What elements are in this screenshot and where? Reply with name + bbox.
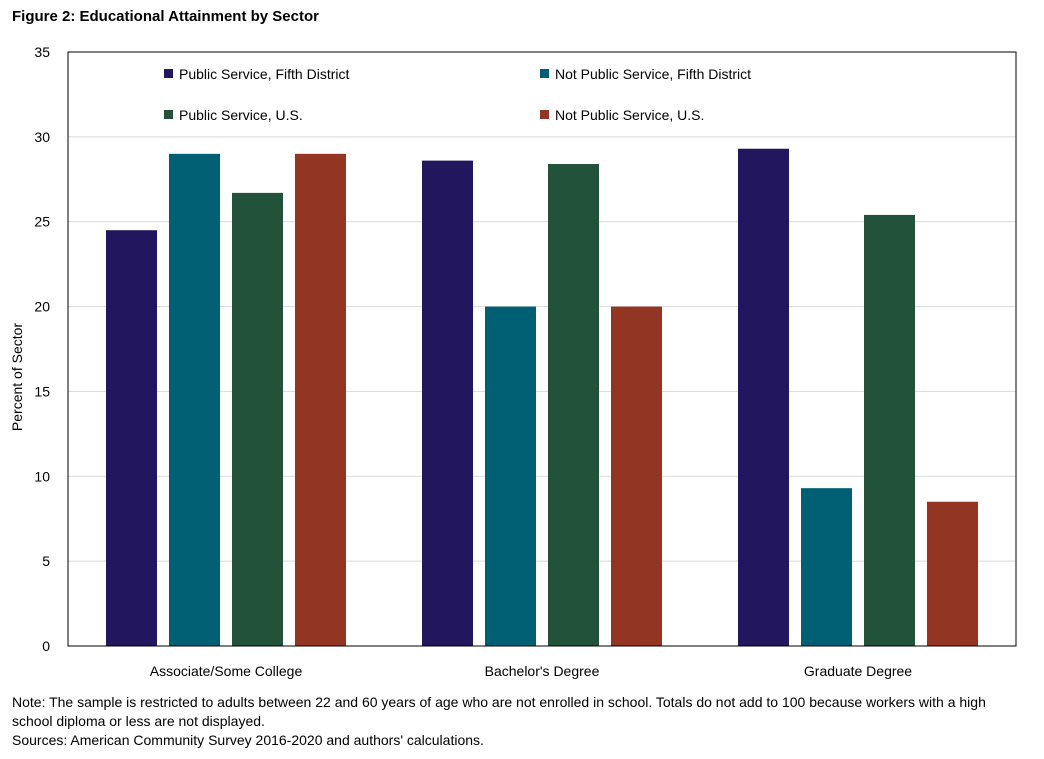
- x-tick-label: Associate/Some College: [150, 663, 303, 679]
- sources-text: Sources: American Community Survey 2016-…: [12, 732, 484, 748]
- legend-swatch: [164, 110, 173, 119]
- bar: [738, 148, 789, 646]
- y-tick-label: 25: [34, 214, 50, 230]
- y-tick-label: 15: [34, 383, 50, 399]
- bar: [801, 488, 852, 646]
- bar: [295, 153, 346, 646]
- y-tick-label: 35: [34, 44, 50, 60]
- y-tick-label: 5: [42, 553, 50, 569]
- legend-label: Public Service, Fifth District: [179, 66, 349, 82]
- legend-label: Not Public Service, Fifth District: [555, 66, 751, 82]
- bar: [169, 153, 220, 646]
- legend: Public Service, Fifth District Not Public…: [164, 66, 751, 123]
- bar: [548, 164, 599, 647]
- figure-title: Figure 2: Educational Attainment by Sect…: [12, 8, 319, 25]
- legend-swatch: [540, 110, 549, 119]
- y-tick-label: 0: [42, 638, 50, 654]
- legend-swatch: [540, 69, 549, 78]
- bar: [422, 160, 473, 647]
- bar: [864, 214, 915, 646]
- figure-notes: Note: The sample is restricted to adults…: [12, 693, 1022, 750]
- x-tick-label: Bachelor's Degree: [485, 663, 600, 679]
- plot-frame: [67, 51, 1017, 647]
- bar: [232, 192, 283, 646]
- bar: [927, 501, 978, 646]
- y-tick-label: 30: [34, 129, 50, 145]
- bar: [106, 230, 157, 646]
- y-tick-label: 10: [34, 468, 50, 484]
- y-axis-label: Percent of Sector: [9, 323, 25, 432]
- legend-label: Public Service, U.S.: [179, 107, 303, 123]
- note-text: Note: The sample is restricted to adults…: [12, 694, 986, 729]
- chart-area: 0 5 10 15 20 25 30 35 Associate/Some College Bach…: [0, 30, 1044, 690]
- legend-swatch: [164, 69, 173, 78]
- legend-label: Not Public Service, U.S.: [555, 107, 704, 123]
- axes: 0 5 10 15 20 25 30 35 Associate/Some College Bach…: [34, 44, 1017, 679]
- bar: [485, 306, 536, 646]
- y-tick-label: 20: [34, 299, 50, 315]
- bar-chart: 0 5 10 15 20 25 30 35 Associate/Some College Bach…: [9, 44, 1017, 679]
- bar: [611, 306, 662, 646]
- x-tick-label: Graduate Degree: [804, 663, 912, 679]
- bars: [106, 148, 978, 647]
